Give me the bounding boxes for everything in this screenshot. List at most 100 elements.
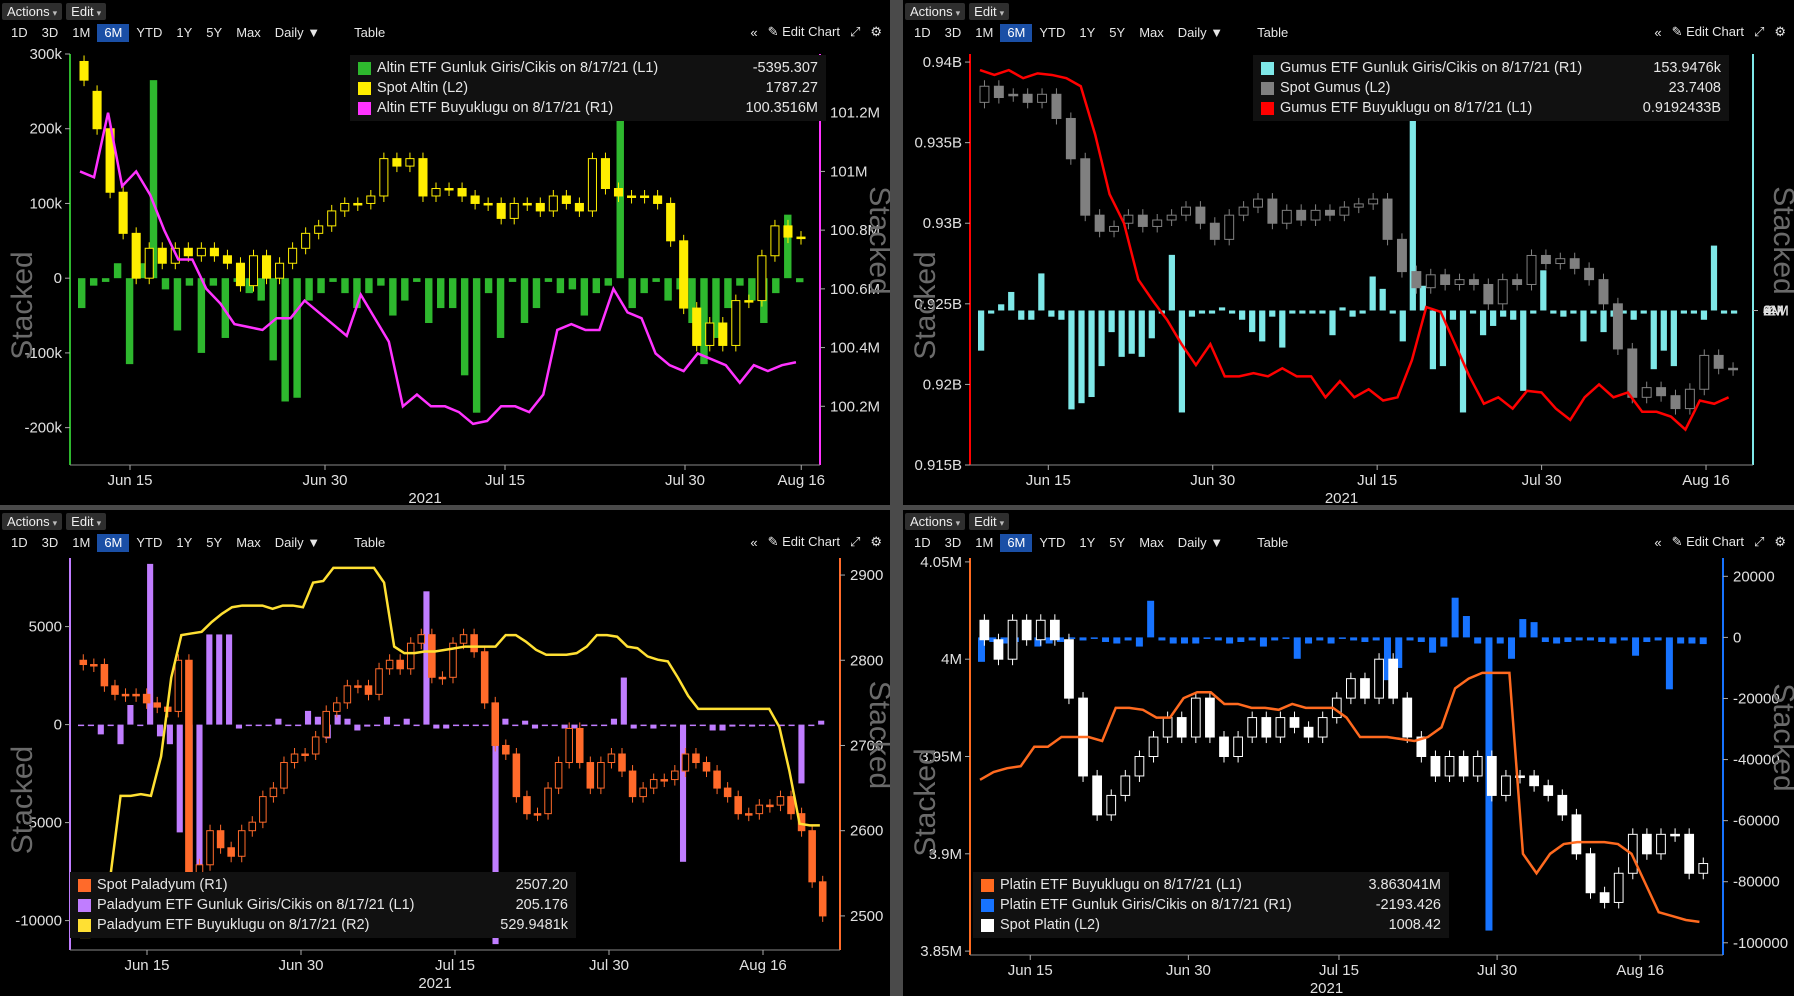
candle-body [327,210,337,227]
x-tick-label: Jul 30 [589,957,629,974]
frequency-dropdown[interactable]: Daily ▼ [1177,25,1224,40]
period-1m[interactable]: 1M [72,535,91,550]
candle-body [548,195,558,212]
period-max[interactable]: Max [236,25,261,40]
candle-body [639,787,647,798]
candle-body [354,685,362,688]
period-1y[interactable]: 1Y [1079,535,1096,550]
edit-menu[interactable]: Edit ▾ [66,513,107,530]
period-3d[interactable]: 3D [41,535,59,550]
expand-icon[interactable]: ⤢ [1753,24,1765,39]
gear-icon[interactable]: ⚙ [870,534,882,549]
gear-icon[interactable]: ⚙ [870,24,882,39]
candle-body [470,634,478,653]
edit-chart-label: Edit Chart [1686,534,1744,549]
left-tick-label: 100k [29,195,62,212]
period-1d[interactable]: 1D [11,25,28,40]
actions-menu[interactable]: Actions ▾ [905,513,966,530]
size-line [79,112,797,426]
period-1m[interactable]: 1M [975,25,994,40]
legend-entry: Platin ETF Gunluk Giris/Cikis on 8/17/21… [981,895,1441,915]
period-ytd[interactable]: YTD [136,25,163,40]
period-max[interactable]: Max [1139,535,1164,550]
table-button[interactable]: Table [1257,25,1289,40]
size-line [979,68,1730,432]
collapse-icon[interactable]: « [750,534,758,550]
flow-bar [719,724,726,731]
period-6m[interactable]: 6M [1000,534,1033,552]
period-5y[interactable]: 5Y [206,535,223,550]
period-6m[interactable]: 6M [1000,24,1033,42]
collapse-icon[interactable]: « [1654,24,1662,40]
period-1d[interactable]: 1D [914,535,931,550]
period-max[interactable]: Max [236,535,261,550]
candle-body [509,202,519,219]
table-button[interactable]: Table [1257,535,1289,550]
edit-chart-button[interactable]: ✎ Edit Chart [768,24,840,40]
period-1y[interactable]: 1Y [176,25,193,40]
flow-bar [1575,637,1583,641]
flow-bar [739,724,746,727]
period-1m[interactable]: 1M [975,535,994,550]
expand-icon[interactable]: ⤢ [1753,534,1765,549]
right-tick-label: 100.4M [830,340,880,357]
actions-menu[interactable]: Actions ▾ [2,513,63,530]
gear-icon[interactable]: ⚙ [1774,534,1786,549]
left-tick-label: 3.9M [929,846,962,863]
candle-body [731,300,741,346]
expand-icon[interactable]: ⤢ [849,24,861,39]
period-5y[interactable]: 5Y [206,25,223,40]
flow-bar [1239,310,1246,320]
period-6m[interactable]: 6M [97,24,130,42]
expand-icon[interactable]: ⤢ [849,534,861,549]
frequency-dropdown[interactable]: Daily ▼ [274,25,321,40]
edit-menu[interactable]: Edit ▾ [969,513,1010,530]
flow-bar [1128,310,1135,354]
edit-menu[interactable]: Edit ▾ [969,3,1010,20]
period-3d[interactable]: 3D [41,25,59,40]
table-button[interactable]: Table [354,25,386,40]
legend-label: Paladyum ETF Buyuklugu on 8/17/21 (R2) [97,917,370,933]
flow-bar [1451,597,1459,638]
flow-bar [1439,310,1447,367]
legend-value: -2193.426 [1375,897,1441,913]
period-3d[interactable]: 3D [944,535,962,550]
period-ytd[interactable]: YTD [136,535,163,550]
frequency-dropdown[interactable]: Daily ▼ [274,535,321,550]
collapse-icon[interactable]: « [1654,534,1662,550]
period-1m[interactable]: 1M [72,25,91,40]
period-1y[interactable]: 1Y [1079,25,1096,40]
actions-menu[interactable]: Actions ▾ [2,3,63,20]
period-5y[interactable]: 5Y [1109,535,1126,550]
collapse-icon[interactable]: « [750,24,758,40]
period-3d[interactable]: 3D [944,25,962,40]
period-5y[interactable]: 5Y [1109,25,1126,40]
period-1d[interactable]: 1D [914,25,931,40]
period-max[interactable]: Max [1139,25,1164,40]
edit-menu[interactable]: Edit ▾ [66,3,107,20]
period-1y[interactable]: 1Y [176,535,193,550]
flow-bar [1118,310,1125,357]
flow-bar [364,724,371,727]
flow-bar [149,80,158,279]
period-6m[interactable]: 6M [97,534,130,552]
edit-chart-button[interactable]: ✎ Edit Chart [1672,24,1744,40]
frequency-dropdown[interactable]: Daily ▼ [1177,535,1224,550]
flow-bar [433,724,440,729]
edit-chart-button[interactable]: ✎ Edit Chart [1672,534,1744,550]
gear-icon[interactable]: ⚙ [1774,24,1786,39]
table-button[interactable]: Table [354,535,386,550]
edit-chart-button[interactable]: ✎ Edit Chart [768,534,840,550]
right-tick-label: -20000 [1733,690,1780,707]
flow-bar [620,677,627,725]
period-ytd[interactable]: YTD [1039,25,1066,40]
x-tick-label: Jun 30 [302,472,347,489]
period-1d[interactable]: 1D [11,535,28,550]
flow-bar [1570,310,1577,314]
flow-bar [699,724,706,727]
x-tick-label: Jul 30 [1522,472,1562,489]
flow-bar [652,278,660,282]
period-ytd[interactable]: YTD [1039,535,1066,550]
candle-body [491,702,500,746]
actions-menu[interactable]: Actions ▾ [905,3,966,20]
